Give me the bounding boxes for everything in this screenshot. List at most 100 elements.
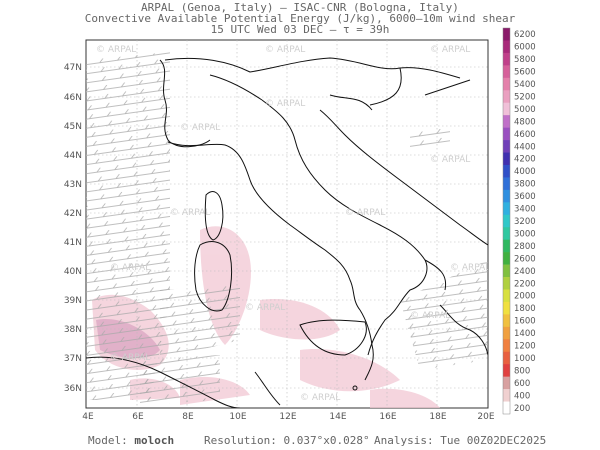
colorbar-label: 2200 xyxy=(514,279,536,289)
colorbar-swatch xyxy=(503,264,510,278)
colorbar-swatch xyxy=(503,65,510,79)
colorbar-label: 5000 xyxy=(514,105,536,115)
watermark: © ARPAL xyxy=(245,303,285,313)
coastlines xyxy=(86,57,488,408)
footer-analysis: Analysis: Tue 00Z02DEC2025 xyxy=(374,434,546,447)
colorbar-label: 6000 xyxy=(514,43,536,53)
colorbar-label: 600 xyxy=(514,379,530,389)
lat-label: 39N xyxy=(64,296,82,306)
colorbar-swatch xyxy=(503,177,510,191)
colorbar-label: 3400 xyxy=(514,205,536,215)
colorbar-swatch xyxy=(503,401,510,415)
colorbar-label: 1400 xyxy=(514,329,536,339)
watermark: © ARPAL xyxy=(410,311,450,321)
footer-model: Model: moloch xyxy=(88,434,174,447)
graticule xyxy=(86,40,488,408)
lat-label: 46N xyxy=(64,93,82,103)
colorbar-swatch xyxy=(503,351,510,365)
watermark: © ARPAL xyxy=(180,123,220,133)
watermark: © ARPAL xyxy=(265,99,305,109)
watermark: © ARPAL xyxy=(110,353,150,363)
colorbar-label: 200 xyxy=(514,404,530,414)
colorbar-swatch xyxy=(503,102,510,116)
colorbar-swatch xyxy=(503,40,510,54)
lat-label: 38N xyxy=(64,325,82,335)
colorbar-swatch xyxy=(503,90,510,104)
colorbar-label: 4400 xyxy=(514,142,536,152)
lat-label: 45N xyxy=(64,122,82,132)
colorbar-swatch xyxy=(503,189,510,203)
colorbar-swatch xyxy=(503,28,510,41)
lon-label: 12E xyxy=(279,412,296,422)
watermark: © ARPAL xyxy=(345,208,385,218)
lon-label: 8E xyxy=(182,412,194,422)
lat-label: 40N xyxy=(64,267,82,277)
title-line-2: Convective Available Potential Energy (J… xyxy=(84,12,516,25)
colorbar-swatch xyxy=(503,389,510,402)
watermark: © ARPAL xyxy=(110,263,150,273)
colorbar-label: 3200 xyxy=(514,217,536,227)
colorbar-label: 1200 xyxy=(514,342,536,352)
colorbar-swatch xyxy=(503,52,510,66)
colorbar-label: 4200 xyxy=(514,155,536,165)
watermark: © ARPAL xyxy=(265,45,305,55)
colorbar-label: 400 xyxy=(514,391,530,401)
colorbar: 6200 6000 5800 5600 5400 5200 5000 4800 4600 4400… xyxy=(502,27,536,415)
lat-label: 36N xyxy=(64,384,82,394)
colorbar-swatch xyxy=(503,214,510,228)
lon-label: 16E xyxy=(379,412,396,422)
watermark: © ARPAL xyxy=(450,263,490,273)
colorbar-label: 1000 xyxy=(514,354,536,364)
colorbar-label: 3800 xyxy=(514,180,536,190)
watermark: © ARPAL xyxy=(430,45,470,55)
lon-label: 4E xyxy=(82,412,94,422)
colorbar-label: 5800 xyxy=(514,55,536,65)
title-line-1: ARPAL (Genoa, Italy) – ISAC-CNR (Bologna… xyxy=(141,1,459,14)
analysis-value: Tue 00Z02DEC2025 xyxy=(440,434,547,447)
watermark: © ARPAL xyxy=(430,155,470,165)
colorbar-swatch xyxy=(503,252,510,265)
colorbar-swatch xyxy=(503,326,510,340)
colorbar-label: 5200 xyxy=(514,92,536,102)
colorbar-swatch xyxy=(503,376,510,390)
colorbar-label: 2800 xyxy=(514,242,536,252)
colorbar-swatch xyxy=(503,239,510,253)
colorbar-swatch xyxy=(503,314,510,328)
colorbar-swatch xyxy=(503,339,510,353)
colorbar-label: 4000 xyxy=(514,167,536,177)
longitude-labels: 4E 6E 8E 10E 12E 14E 16E 18E 20E xyxy=(82,412,495,422)
lat-label: 42N xyxy=(64,209,82,219)
colorbar-swatch xyxy=(503,301,510,315)
colorbar-swatch xyxy=(503,77,510,91)
resolution-label: Resolution: xyxy=(204,434,277,447)
footer-resolution: Resolution: 0.037°x0.028° xyxy=(204,434,370,447)
colorbar-label: 1800 xyxy=(514,304,536,314)
colorbar-swatch xyxy=(503,115,510,128)
colorbar-label: 1600 xyxy=(514,317,536,327)
lon-label: 18E xyxy=(429,412,446,422)
lon-label: 20E xyxy=(477,412,494,422)
colorbar-label: 4800 xyxy=(514,117,536,127)
title-line-3: 15 UTC Wed 03 DEC – τ = 39h xyxy=(210,23,390,36)
model-label: Model: xyxy=(88,434,128,447)
colorbar-swatch xyxy=(503,227,510,240)
colorbar-label: 2400 xyxy=(514,267,536,277)
colorbar-label: 3000 xyxy=(514,229,536,239)
colorbar-label: 4600 xyxy=(514,130,536,140)
lat-label: 43N xyxy=(64,180,82,190)
lon-label: 6E xyxy=(132,412,144,422)
colorbar-outline xyxy=(502,27,511,415)
latitude-labels: 47N 46N 45N 44N 43N 42N 41N 40N 39N 38N … xyxy=(64,63,82,394)
watermark: © ARPAL xyxy=(96,45,136,55)
lat-label: 47N xyxy=(64,63,82,73)
colorbar-label: 5600 xyxy=(514,68,536,78)
watermarks: © ARPAL © ARPAL © ARPAL © ARPAL © ARPAL … xyxy=(96,45,490,403)
colorbar-label: 3600 xyxy=(514,192,536,202)
colorbar-swatch xyxy=(503,140,510,153)
lon-label: 14E xyxy=(329,412,346,422)
colorbar-label: 2600 xyxy=(514,254,536,264)
colorbar-swatch xyxy=(503,364,510,377)
colorbar-swatch xyxy=(503,152,510,166)
watermark: © ARPAL xyxy=(300,393,340,403)
